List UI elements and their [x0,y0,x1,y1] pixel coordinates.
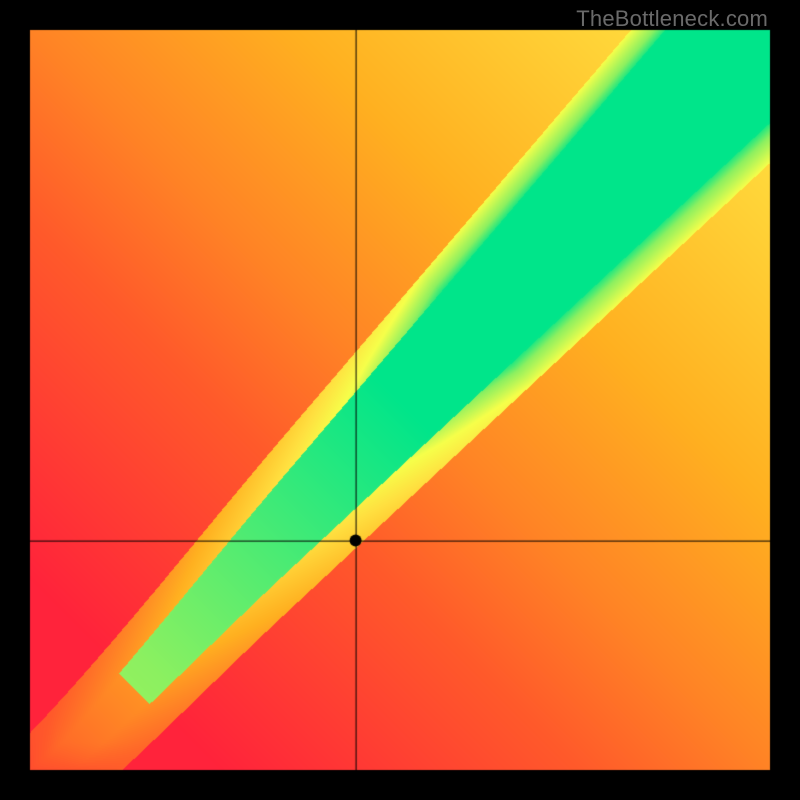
chart-container: TheBottleneck.com [0,0,800,800]
heatmap-canvas [0,0,800,800]
